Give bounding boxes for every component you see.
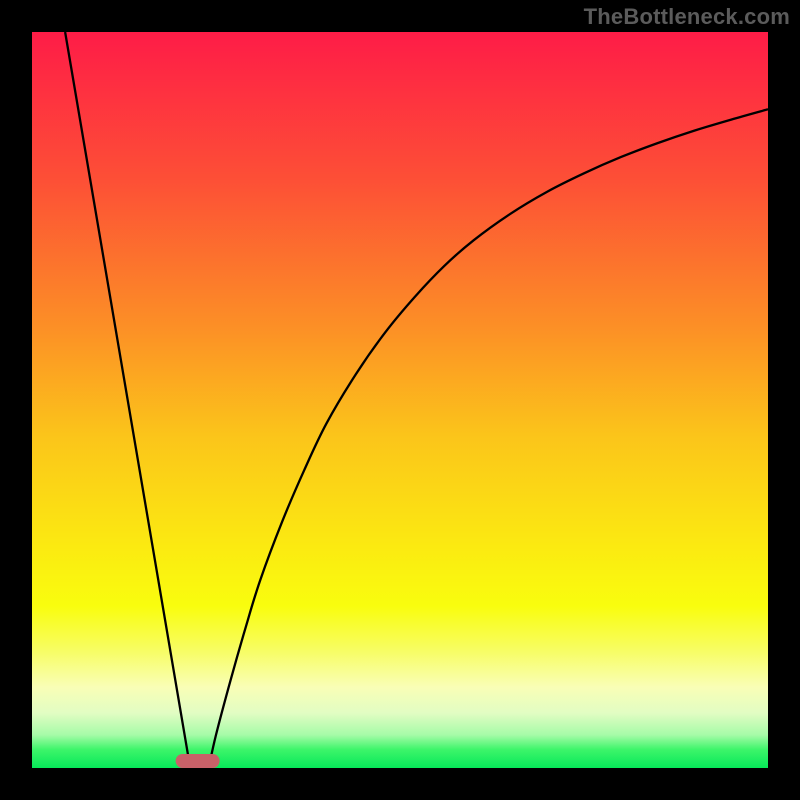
watermark-text: TheBottleneck.com [584,4,790,30]
chart-root: TheBottleneck.com [0,0,800,800]
bottleneck-curve-chart [0,0,800,800]
bottom-marker [176,754,220,768]
